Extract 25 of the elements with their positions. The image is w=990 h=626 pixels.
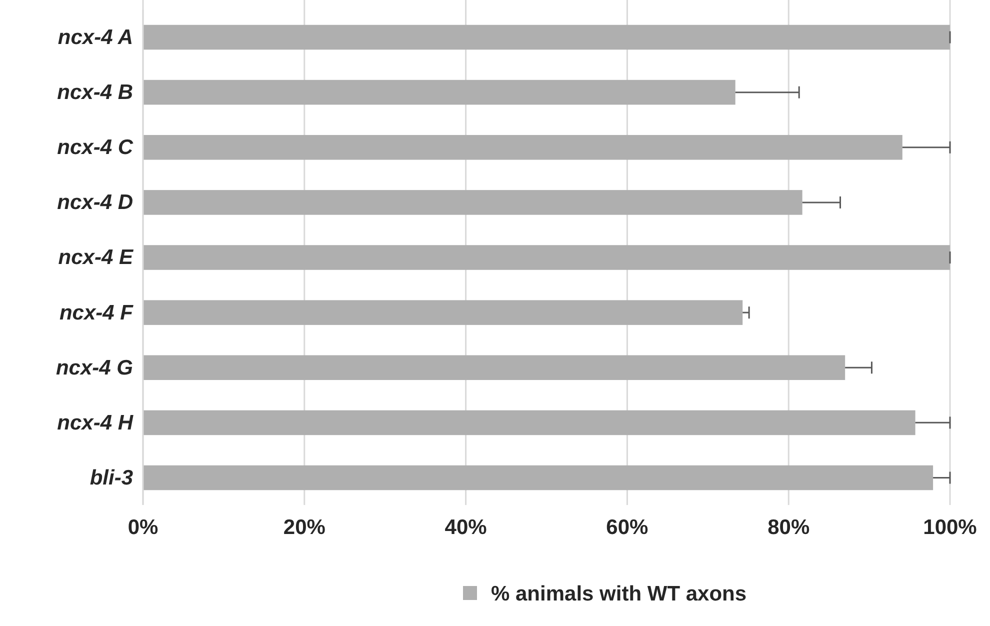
x-tick-label: 100% <box>923 516 978 539</box>
x-tick-label: 40% <box>444 516 488 539</box>
legend-label: % animals with WT axons <box>491 582 747 606</box>
y-tick-label: bli-3 <box>90 466 134 490</box>
y-tick-label: ncx-4 A <box>58 26 133 49</box>
x-tick-label: 0% <box>128 516 158 539</box>
y-tick-label: ncx-4 H <box>57 411 134 434</box>
bar <box>143 80 736 105</box>
y-tick-label: ncx-4 D <box>57 191 133 214</box>
bar <box>143 134 902 160</box>
bar <box>143 410 916 436</box>
y-tick-label: ncx-4 C <box>57 136 134 160</box>
x-tick-label: 80% <box>768 516 810 539</box>
y-tick-label: ncx-4 G <box>56 356 133 380</box>
bar <box>143 300 743 325</box>
x-tick-label: 60% <box>606 516 649 539</box>
y-tick-label: ncx-4 E <box>58 246 134 270</box>
y-tick-label: ncx-4 B <box>57 81 133 104</box>
y-tick-label: ncx-4 F <box>59 301 134 324</box>
bar <box>143 190 802 215</box>
bar <box>143 24 950 50</box>
bar <box>143 355 846 380</box>
x-tick-label: 20% <box>283 516 326 539</box>
bar <box>143 245 950 270</box>
bar <box>143 465 934 490</box>
